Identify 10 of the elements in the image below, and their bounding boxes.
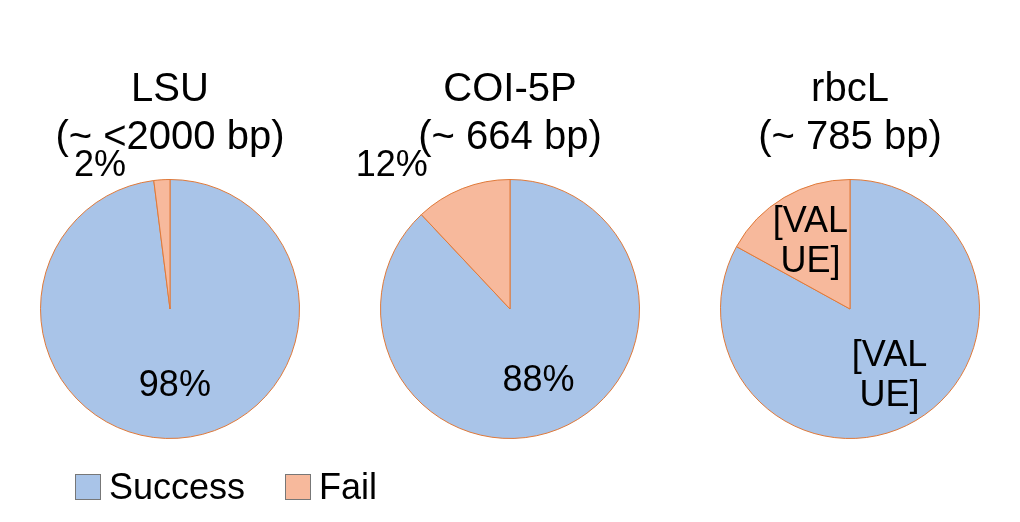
data-label: 98% <box>138 363 211 405</box>
data-label: [VALUE] <box>851 332 928 414</box>
legend-label: Fail <box>319 466 378 508</box>
chart-title: COI-5P <box>443 65 577 110</box>
chart-title: rbcL <box>811 65 889 110</box>
chart-subtitle: (~ 785 bp) <box>758 113 942 158</box>
data-label: 88% <box>502 358 575 400</box>
legend-label: Success <box>109 466 246 508</box>
data-label: [VALUE] <box>772 199 849 281</box>
chart-title: LSU <box>131 65 209 110</box>
